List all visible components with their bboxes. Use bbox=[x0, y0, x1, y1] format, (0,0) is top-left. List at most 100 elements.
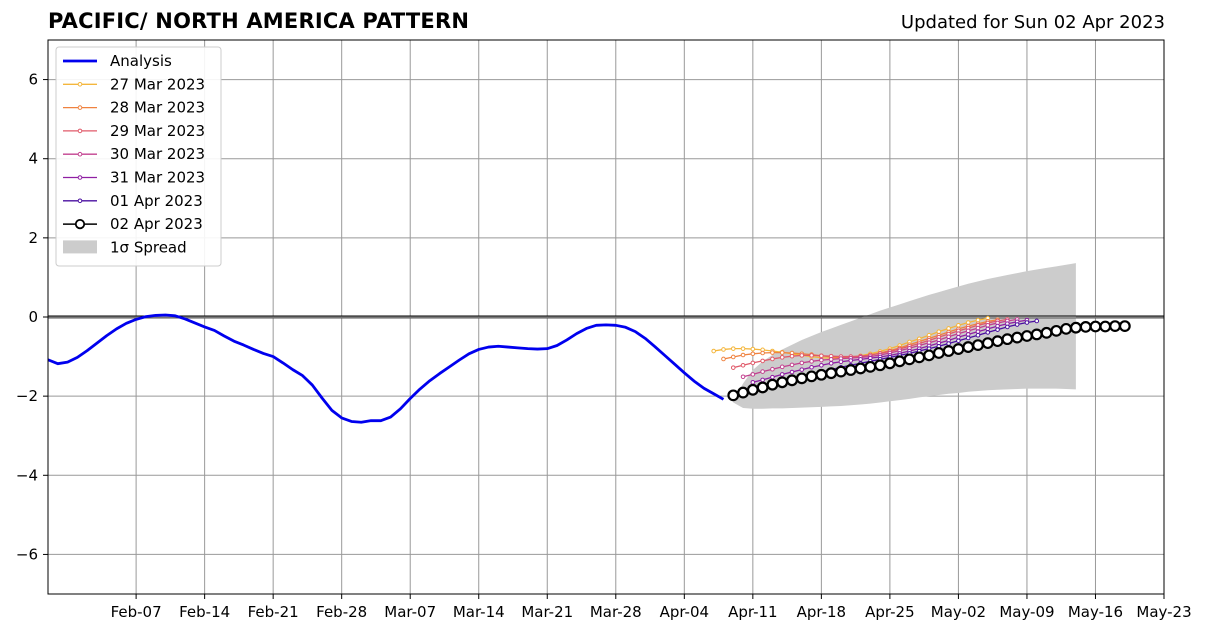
forecast-point bbox=[740, 374, 746, 380]
forecast-point bbox=[903, 353, 916, 366]
legend-swatch-marker bbox=[77, 198, 83, 204]
forecast-point bbox=[956, 338, 961, 344]
forecast-point bbox=[770, 356, 775, 362]
legend-label: 30 Mar 2023 bbox=[110, 145, 205, 163]
x-tick-label: Mar-21 bbox=[521, 603, 573, 621]
forecast-point bbox=[766, 378, 779, 391]
forecast-point bbox=[760, 350, 765, 356]
forecast-point bbox=[1109, 320, 1121, 333]
x-tick-label: Feb-14 bbox=[179, 603, 230, 621]
forecast-point bbox=[1118, 320, 1131, 333]
forecast-point bbox=[730, 354, 736, 360]
analysis-line bbox=[47, 313, 725, 424]
forecast-point bbox=[799, 353, 805, 358]
forecast-point bbox=[789, 353, 795, 359]
forecast-point bbox=[770, 350, 775, 355]
forecast-point bbox=[789, 362, 795, 368]
forecast-point bbox=[995, 327, 1000, 332]
forecast-point bbox=[746, 383, 759, 396]
forecast-point bbox=[1024, 320, 1030, 325]
y-tick-label: 4 bbox=[28, 150, 38, 168]
x-tick-label: Apr-11 bbox=[728, 603, 778, 621]
forecast-point bbox=[789, 369, 795, 375]
legend-swatch-marker bbox=[77, 151, 83, 157]
y-tick-label: −2 bbox=[16, 387, 38, 405]
forecast-point bbox=[913, 351, 926, 364]
forecast-point bbox=[815, 368, 828, 381]
forecast-point bbox=[760, 369, 765, 374]
forecast-point bbox=[828, 361, 834, 366]
forecast-point bbox=[1079, 320, 1092, 333]
forecast-point bbox=[1034, 318, 1040, 324]
x-tick-label: Feb-07 bbox=[111, 603, 162, 621]
legend-label: 02 Apr 2023 bbox=[110, 215, 203, 233]
y-tick-label: −4 bbox=[16, 466, 38, 484]
legend-swatch-spread bbox=[63, 240, 97, 254]
y-tick-label: 0 bbox=[28, 308, 38, 326]
forecast-point bbox=[883, 357, 896, 370]
x-tick-label: Feb-21 bbox=[248, 603, 299, 621]
forecast-point bbox=[721, 347, 726, 352]
forecast-point bbox=[1014, 322, 1020, 327]
forecast-point bbox=[1030, 328, 1043, 341]
forecast-point bbox=[1001, 333, 1014, 346]
forecast-point bbox=[858, 357, 863, 362]
forecast-point bbox=[809, 353, 814, 358]
forecast-point bbox=[828, 357, 834, 362]
legend-label: 1σ Spread bbox=[110, 238, 187, 256]
forecast-point bbox=[779, 372, 785, 377]
legend-label: 27 Mar 2023 bbox=[110, 75, 205, 93]
forecast-point bbox=[727, 389, 740, 402]
forecast-point bbox=[962, 341, 975, 353]
forecast-point bbox=[952, 343, 965, 355]
forecast-point bbox=[809, 364, 814, 370]
forecast-point bbox=[991, 335, 1004, 348]
y-tick-label: 6 bbox=[28, 71, 38, 89]
forecast-point bbox=[819, 353, 824, 359]
forecast-point bbox=[779, 364, 785, 370]
forecast-point bbox=[893, 355, 906, 368]
forecast-point bbox=[740, 362, 746, 368]
legend-label: 01 Apr 2023 bbox=[110, 192, 203, 210]
forecast-point bbox=[799, 360, 805, 366]
forecast-point bbox=[942, 345, 955, 357]
forecast-point bbox=[825, 367, 838, 380]
legend-box bbox=[55, 46, 222, 267]
forecast-point bbox=[750, 351, 756, 357]
forecast-point bbox=[844, 364, 857, 376]
forecast-point bbox=[721, 356, 726, 362]
forecast-point bbox=[972, 339, 984, 352]
forecast-point bbox=[730, 346, 736, 351]
forecast-point bbox=[854, 362, 867, 375]
forecast-point bbox=[923, 349, 935, 362]
forecast-point bbox=[750, 379, 756, 385]
forecast-point bbox=[981, 337, 994, 350]
forecast-point bbox=[740, 346, 746, 351]
forecast-point bbox=[975, 325, 981, 331]
x-tick-label: Apr-25 bbox=[865, 603, 915, 621]
forecast-point bbox=[770, 366, 775, 372]
x-tick-label: Mar-28 bbox=[590, 603, 642, 621]
forecast-point bbox=[786, 374, 798, 387]
legend-label: Analysis bbox=[110, 52, 172, 70]
forecast-point bbox=[965, 335, 971, 341]
forecast-point bbox=[750, 360, 756, 366]
forecast-point bbox=[1099, 320, 1112, 333]
forecast-point bbox=[1021, 330, 1033, 342]
forecast-point bbox=[1060, 322, 1073, 335]
forecast-point bbox=[819, 362, 824, 368]
forecast-point bbox=[1005, 324, 1010, 330]
forecast-point bbox=[805, 370, 818, 383]
forecast-point bbox=[756, 381, 769, 394]
x-tick-label: May-09 bbox=[999, 603, 1054, 621]
x-tick-label: May-16 bbox=[1068, 603, 1123, 621]
forecast-point bbox=[1050, 324, 1063, 337]
x-tick-label: Mar-14 bbox=[453, 603, 505, 621]
x-tick-label: May-02 bbox=[931, 603, 986, 621]
forecast-point bbox=[779, 350, 785, 355]
legend-swatch-marker bbox=[77, 175, 83, 180]
forecast-point bbox=[1089, 320, 1102, 333]
legend-label: 28 Mar 2023 bbox=[110, 99, 205, 117]
y-tick-label: 2 bbox=[28, 229, 38, 247]
